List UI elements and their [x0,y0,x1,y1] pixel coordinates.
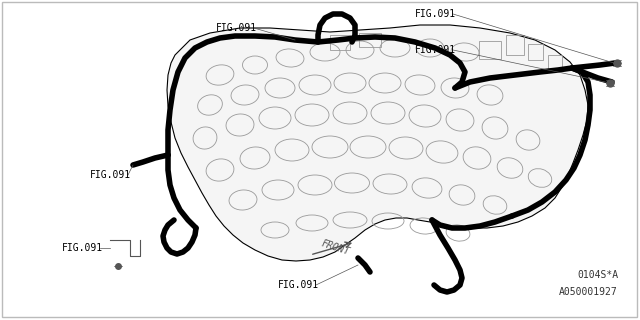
Text: FIG.091: FIG.091 [90,170,131,180]
Polygon shape [167,25,588,261]
Text: 0104S*A: 0104S*A [577,270,618,280]
Text: FRONT: FRONT [319,239,351,257]
Text: A050001927: A050001927 [559,287,618,297]
Text: FIG.091: FIG.091 [415,45,456,55]
Text: FIG.091: FIG.091 [415,9,456,19]
Text: FIG.091: FIG.091 [278,280,319,290]
Text: FIG.091: FIG.091 [216,23,257,33]
Text: FIG.091: FIG.091 [62,243,103,253]
